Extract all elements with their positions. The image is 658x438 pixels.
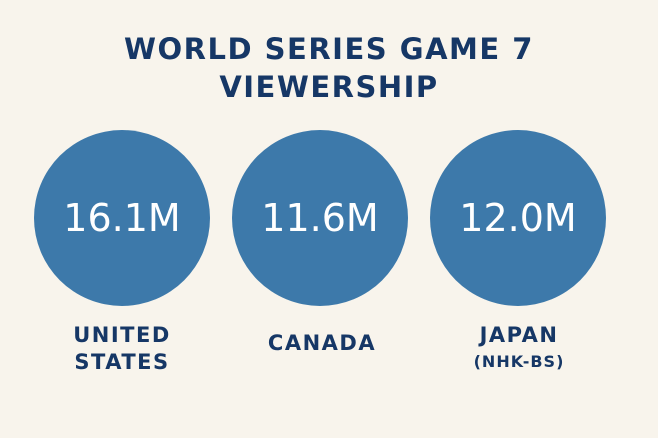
chart-title: WORLD SERIES GAME 7 VIEWERSHIP [0,30,658,106]
value-label-canada: 11.6M [261,196,378,240]
bubble-united-states [34,130,210,306]
category-label-canada: CANADA [222,330,422,357]
category-label-line: UNITED [73,323,171,347]
value-label-united-states: 16.1M [63,196,180,240]
category-label-line: STATES [74,350,170,374]
category-sublabel: (NHK-BS) [473,352,565,371]
category-label-line: JAPAN [479,323,559,347]
category-label-united-states: UNITED STATES [22,322,222,376]
value-label-japan: 12.0M [459,196,576,240]
category-label-japan: JAPAN (NHK-BS) [419,322,619,374]
chart-title-line-2: VIEWERSHIP [219,70,439,104]
chart-title-line-1: WORLD SERIES GAME 7 [124,32,534,66]
bubble-japan [430,130,606,306]
category-label-line: CANADA [267,331,377,355]
bubble-canada [232,130,408,306]
